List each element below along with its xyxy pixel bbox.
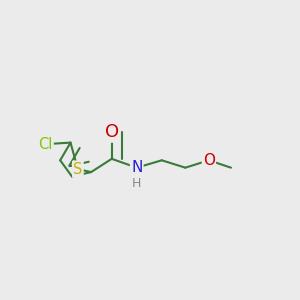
Text: H: H xyxy=(132,177,141,190)
Text: S: S xyxy=(73,162,83,177)
Text: O: O xyxy=(105,123,119,141)
Text: Cl: Cl xyxy=(38,136,53,152)
Text: O: O xyxy=(203,153,215,168)
Text: N: N xyxy=(131,160,142,175)
